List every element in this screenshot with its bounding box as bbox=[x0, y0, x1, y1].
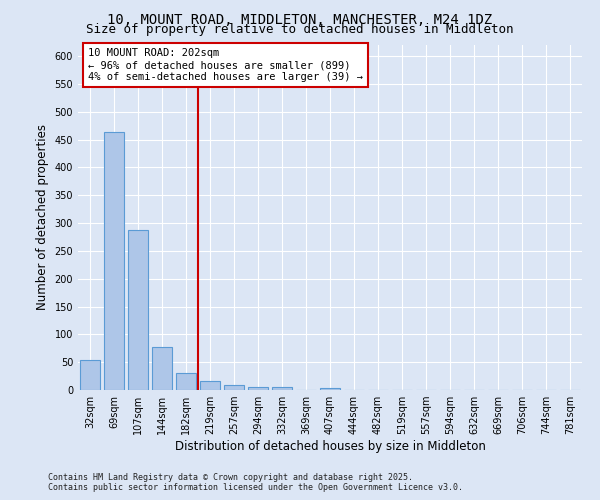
Bar bbox=[152, 347, 172, 390]
Bar bbox=[248, 386, 268, 390]
Text: 10, MOUNT ROAD, MIDDLETON, MANCHESTER, M24 1DZ: 10, MOUNT ROAD, MIDDLETON, MANCHESTER, M… bbox=[107, 12, 493, 26]
Text: 10 MOUNT ROAD: 202sqm
← 96% of detached houses are smaller (899)
4% of semi-deta: 10 MOUNT ROAD: 202sqm ← 96% of detached … bbox=[88, 48, 363, 82]
Text: Contains HM Land Registry data © Crown copyright and database right 2025.
Contai: Contains HM Land Registry data © Crown c… bbox=[48, 473, 463, 492]
Text: Size of property relative to detached houses in Middleton: Size of property relative to detached ho… bbox=[86, 22, 514, 36]
Bar bbox=[200, 381, 220, 390]
Bar bbox=[80, 360, 100, 390]
Y-axis label: Number of detached properties: Number of detached properties bbox=[36, 124, 49, 310]
Bar bbox=[320, 388, 340, 390]
Bar bbox=[272, 387, 292, 390]
Bar bbox=[224, 385, 244, 390]
Bar bbox=[176, 373, 196, 390]
X-axis label: Distribution of detached houses by size in Middleton: Distribution of detached houses by size … bbox=[175, 440, 485, 453]
Bar bbox=[104, 132, 124, 390]
Bar bbox=[128, 230, 148, 390]
